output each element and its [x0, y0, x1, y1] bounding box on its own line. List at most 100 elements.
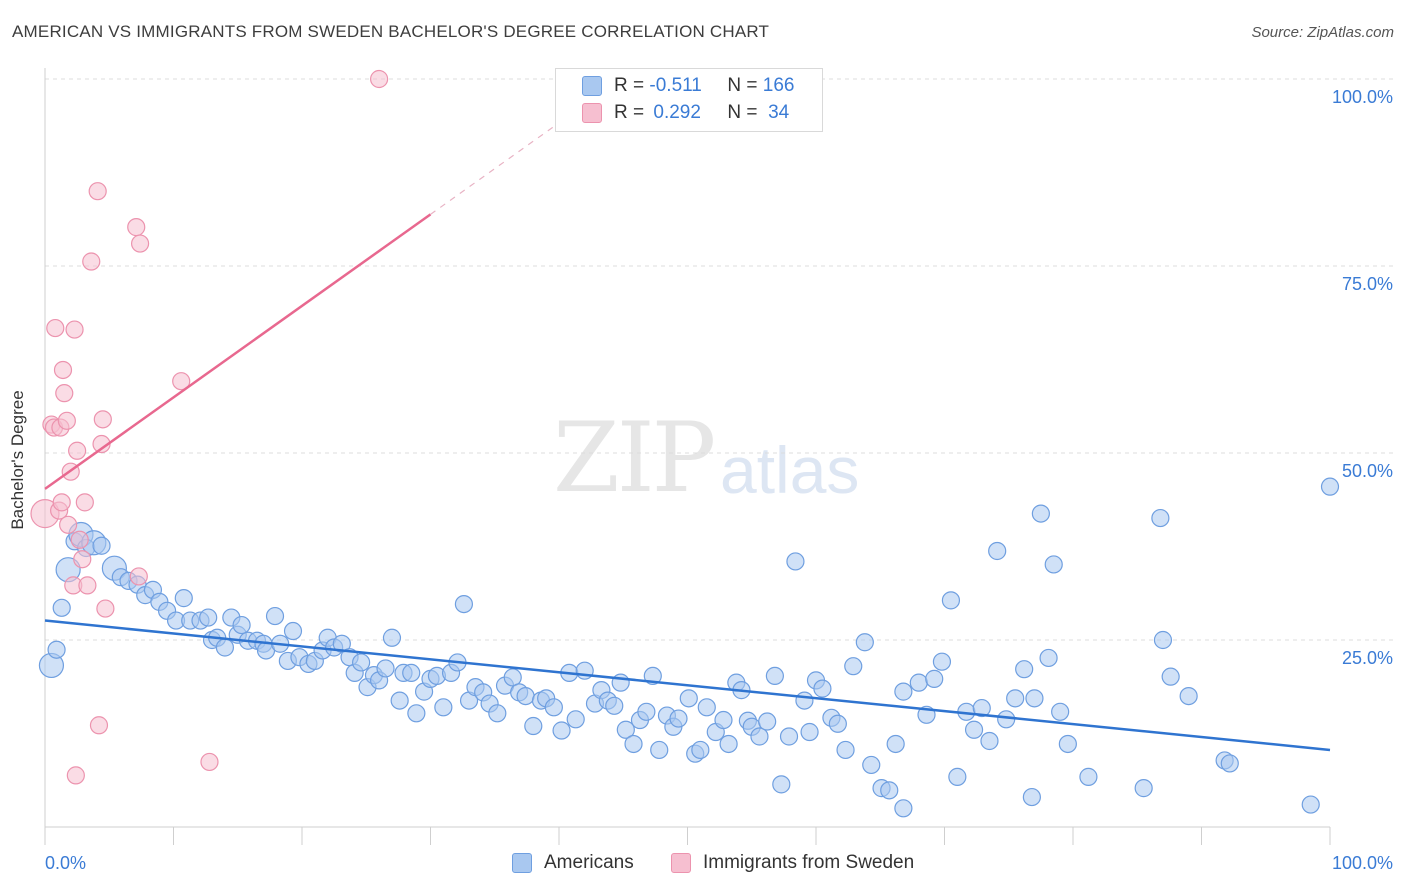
americans-point [52, 598, 71, 617]
y-tick-label: 100.0% [1332, 87, 1393, 107]
americans-point [988, 541, 1007, 561]
legend-r-value: -0.511 [649, 75, 702, 96]
americans-point [697, 698, 716, 717]
legend-sweden-label: Immigrants from Sweden [703, 852, 915, 873]
americans-point [765, 666, 784, 686]
americans-point [390, 691, 409, 710]
sweden-trend-line [44, 213, 432, 490]
americans-point [669, 709, 688, 728]
x-tick-label: 100.0% [1332, 853, 1393, 873]
americans-point [454, 594, 474, 614]
americans-point [616, 720, 635, 739]
americans-point [1153, 630, 1173, 650]
americans-point [1179, 686, 1198, 706]
sweden-point [75, 493, 94, 512]
americans-point [47, 640, 66, 659]
americans-point [1051, 702, 1070, 721]
sweden-point [55, 384, 74, 403]
chart-title: AMERICAN VS IMMIGRANTS FROM SWEDEN BACHE… [12, 22, 770, 41]
sweden-point [52, 493, 71, 512]
watermark-atlas: atlas [720, 433, 860, 507]
sweden-point [73, 550, 92, 569]
americans-point [524, 716, 543, 736]
americans-point [1015, 660, 1034, 679]
americans-point [997, 710, 1016, 729]
americans-point [779, 727, 799, 746]
sweden-point [129, 567, 148, 586]
americans-point [786, 552, 805, 571]
americans-point [1039, 648, 1058, 668]
americans-point [402, 663, 421, 683]
americans-point [800, 722, 819, 742]
sweden-point [127, 218, 146, 237]
sweden-point [59, 515, 78, 534]
legend-r-label: R = [614, 75, 645, 96]
legend-r-value: 0.292 [653, 102, 701, 123]
americans-point [1079, 767, 1098, 786]
americans-point [352, 653, 371, 672]
americans-point [1044, 555, 1063, 574]
americans-point [1161, 667, 1180, 686]
americans-point [637, 702, 656, 721]
americans-point [894, 682, 913, 701]
americans-point [1220, 754, 1239, 773]
legend-r-label: R = [614, 102, 645, 123]
sweden-point [200, 752, 219, 772]
americans-point [719, 734, 738, 754]
americans-point [215, 638, 234, 657]
americans-point [941, 591, 961, 610]
series-legend: Americans Immigrants from Sweden [0, 852, 1406, 878]
x-tick-label: 0.0% [45, 853, 86, 873]
americans-point [650, 740, 669, 760]
legend-row-sweden: R = 0.292 N = 34 [582, 101, 789, 125]
americans-swatch [582, 76, 602, 96]
americans-point [624, 734, 643, 754]
y-tick-label: 25.0% [1342, 648, 1393, 668]
americans-point [772, 775, 791, 794]
americans-point [750, 727, 769, 746]
sweden-point [130, 234, 150, 253]
americans-point [886, 734, 905, 754]
americans-point [265, 606, 285, 626]
legend-americans[interactable]: Americans [512, 852, 634, 874]
americans-point [1022, 787, 1041, 807]
americans-point [980, 731, 999, 751]
americans-point [552, 721, 571, 740]
americans-point [1320, 477, 1340, 496]
sweden-swatch [582, 103, 602, 123]
americans-point [679, 689, 698, 708]
legend-row-americans: R = -0.511 N = 166 [582, 74, 794, 98]
americans-point [1025, 689, 1044, 708]
americans-point [232, 615, 251, 635]
americans-point [488, 704, 507, 723]
americans-point [174, 589, 193, 608]
americans-point [434, 698, 453, 717]
sweden-point [65, 320, 84, 339]
americans-point [382, 628, 402, 647]
stats-legend: R = -0.511 N = 166 R = 0.292 N = 34 [555, 68, 823, 132]
sweden-point [68, 441, 87, 460]
sweden-point [88, 182, 107, 201]
americans-point [844, 657, 863, 676]
legend-n-label: N = [727, 75, 758, 96]
americans-point [1031, 504, 1050, 523]
sweden-point [93, 410, 112, 429]
americans-point [714, 710, 733, 730]
americans-point [1006, 689, 1025, 708]
americans-point [1134, 779, 1153, 798]
americans-trend-line [44, 619, 1331, 752]
americans-point [605, 696, 624, 715]
legend-sweden[interactable]: Immigrants from Sweden [671, 852, 914, 874]
americans-point [909, 673, 928, 692]
sweden-point [78, 576, 97, 595]
americans-point [1058, 734, 1077, 754]
americans-point [332, 634, 351, 653]
source-label[interactable]: Source: ZipAtlas.com [1251, 24, 1394, 41]
americans-point [813, 679, 832, 698]
americans-point [199, 608, 218, 627]
y-axis-label: Bachelor's Degree [8, 390, 27, 530]
americans-point [836, 740, 855, 760]
y-tick-label: 50.0% [1342, 461, 1393, 481]
sweden-point [66, 766, 85, 785]
sweden-point [370, 69, 389, 89]
